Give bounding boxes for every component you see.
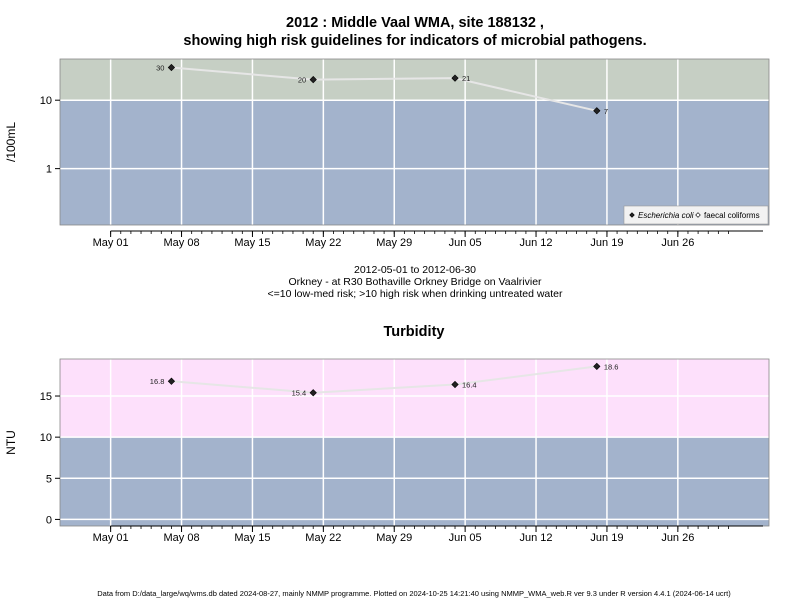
data-label: 7 (604, 107, 608, 116)
x-tick-label: Jun 12 (520, 237, 553, 249)
x-tick-label: May 08 (164, 237, 200, 249)
x-tick-label: May 22 (305, 532, 341, 544)
data-point (167, 377, 176, 385)
x-tick-label: Jun 26 (661, 237, 694, 249)
x-tick-label: Jun 05 (449, 237, 482, 249)
data-label: 21 (462, 74, 470, 83)
x-tick-label: May 29 (376, 532, 412, 544)
data-label: 16.8 (150, 377, 165, 386)
data-point (451, 380, 459, 389)
data-label: 30 (156, 64, 164, 73)
x-tick-label: May 08 (164, 532, 200, 544)
chart1-date-range: 2012-05-01 to 2012-06-30 (354, 264, 476, 276)
low-risk-zone (60, 100, 769, 225)
data-label: 18.6 (604, 362, 619, 371)
series-line (171, 66, 598, 112)
y-tick-label: 0 (46, 514, 52, 526)
y-axis-label: /100mL (4, 122, 18, 162)
data-point (593, 362, 601, 371)
legend-marker-faecal (695, 212, 701, 218)
x-tick-label: May 29 (376, 237, 412, 249)
x-tick-label: Jun 26 (661, 532, 694, 544)
data-point (309, 75, 317, 84)
chart2-plot: 0 5 10 15 May 01 May 08 May 15 May 22 May 29 Jun … (4, 358, 770, 544)
x-tick-label: Jun 05 (449, 532, 482, 544)
y-tick-label: 15 (40, 391, 52, 403)
y-tick-label: 1 (46, 164, 52, 176)
x-tick-label: May 01 (93, 237, 129, 249)
low-risk-zone (60, 437, 769, 526)
y-tick-label: 10 (40, 432, 52, 444)
high-risk-zone (60, 59, 769, 101)
y-tick-label: 5 (46, 473, 52, 485)
chart1-title: 2012 : Middle Vaal WMA, site 188132 , (286, 15, 544, 31)
y-tick-label: 10 (40, 95, 52, 107)
x-tick-label: May 15 (234, 237, 270, 249)
chart1-title-line2: showing high risk guidelines for indicat… (183, 33, 646, 49)
plot-frame (59, 58, 770, 226)
data-label: 16.4 (462, 381, 477, 390)
x-tick-label: Jun 19 (590, 532, 623, 544)
series-line (171, 365, 597, 394)
chart1-plot: 1 10 May 01 May 08 May 15 May 22 May 29 Jun 05 J… (4, 58, 770, 249)
x-tick-label: May 22 (305, 237, 341, 249)
data-point (167, 63, 176, 72)
legend-entry-label: Escherichia coli (638, 211, 694, 220)
chart2-title: Turbidity (384, 324, 445, 340)
data-point (451, 74, 459, 82)
data-label: 15.4 (292, 389, 307, 398)
x-tick-label: Jun 12 (520, 532, 553, 544)
chart1-risk-note: <=10 low-med risk; >10 high risk when dr… (267, 288, 563, 300)
x-tick-label: May 15 (234, 532, 270, 544)
x-tick-label: May 01 (93, 532, 129, 544)
x-tick-label: Jun 19 (590, 237, 623, 249)
legend-marker-ecoli (629, 212, 635, 218)
data-label: 20 (298, 76, 306, 85)
y-axis-label: NTU (4, 430, 18, 455)
footer-note: Data from D:/data_large/wq/wms.db dated … (97, 589, 731, 598)
high-risk-zone (60, 359, 769, 438)
data-point (593, 107, 601, 115)
chart1-site-description: Orkney - at R30 Bothaville Orkney Bridge… (288, 276, 542, 288)
data-point (309, 389, 317, 397)
legend-entry-label: faecal coliforms (704, 211, 760, 220)
